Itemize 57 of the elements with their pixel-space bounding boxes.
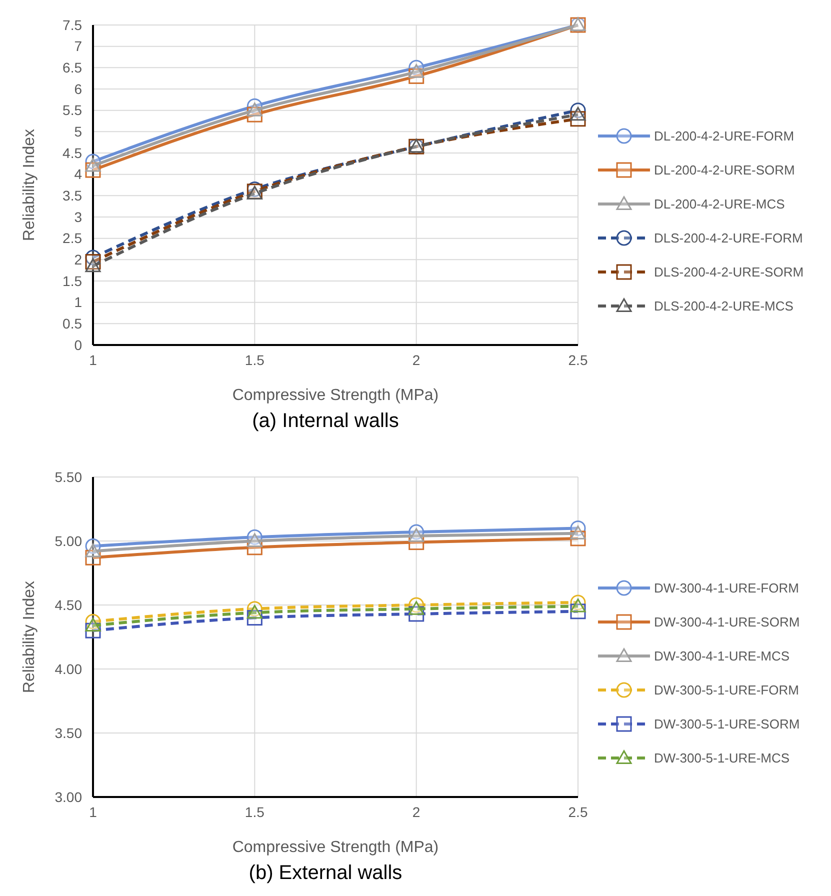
y-tick-label: 5.50 xyxy=(54,468,82,485)
legend-label: DW-300-4-1-URE-MCS xyxy=(654,648,790,664)
point xyxy=(408,601,424,615)
y-tick-label: 3.00 xyxy=(54,788,82,805)
x-tick-label: 1.5 xyxy=(244,352,265,368)
legend-label: DW-300-5-1-URE-SORM xyxy=(654,716,800,732)
x-tick-label: 2.5 xyxy=(568,804,588,820)
legend-label: DW-300-4-1-URE-SORM xyxy=(654,614,800,630)
point xyxy=(246,102,262,116)
y-tick-label: 4.5 xyxy=(62,144,82,161)
y-tick-label: 5.5 xyxy=(62,102,82,118)
x-tick-label: 1.5 xyxy=(244,804,265,820)
y-axis-title: Reliability Index xyxy=(21,580,38,694)
x-tick-label: 1 xyxy=(89,352,98,368)
y-tick-label: 3 xyxy=(74,208,82,225)
y-tick-label: 2 xyxy=(74,252,82,268)
legend-label: DL-200-4-2-URE-MCS xyxy=(654,196,786,212)
legend-label: DW-300-5-1-URE-MCS xyxy=(654,750,790,766)
y-tick-label: 5 xyxy=(74,124,82,140)
y-tick-label: 1 xyxy=(74,294,82,310)
x-tick-label: 2.5 xyxy=(568,352,588,368)
x-tick-label: 2 xyxy=(412,804,420,820)
y-tick-label: 4.50 xyxy=(54,596,82,613)
x-axis-title: Compressive Strength (MPa) xyxy=(232,387,439,404)
point xyxy=(408,64,424,78)
y-tick-label: 4 xyxy=(74,166,82,182)
legend-label: DLS-200-4-2-URE-FORM xyxy=(654,230,803,246)
y-axis-title: Reliability Index xyxy=(21,128,38,242)
point xyxy=(246,604,262,619)
legend-label: DW-300-5-1-URE-FORM xyxy=(654,682,799,698)
y-tick-label: 0 xyxy=(74,336,82,353)
legend-label: DL-200-4-2-URE-SORM xyxy=(654,162,795,178)
point xyxy=(570,598,586,612)
y-tick-label: 4.00 xyxy=(54,660,82,677)
point xyxy=(408,528,424,542)
x-tick-label: 1 xyxy=(89,804,98,820)
y-tick-label: 2.5 xyxy=(62,230,82,246)
point xyxy=(570,106,586,121)
legend-label: DLS-200-4-2-URE-SORM xyxy=(654,264,804,280)
point xyxy=(246,533,262,547)
legend-label: DLS-200-4-2-URE-MCS xyxy=(654,298,794,314)
y-tick-label: 0.5 xyxy=(62,316,82,332)
y-tick-label: 7 xyxy=(74,38,82,54)
text: (b) External walls xyxy=(248,862,402,884)
y-tick-label: 3.5 xyxy=(62,188,82,204)
text: (a) Internal walls xyxy=(252,410,399,432)
y-tick-label: 7.5 xyxy=(62,16,82,33)
y-tick-label: 6 xyxy=(74,80,82,97)
y-tick-label: 1.5 xyxy=(62,272,82,289)
x-axis-title: Compressive Strength (MPa) xyxy=(232,839,439,856)
x-tick-label: 2 xyxy=(412,352,420,368)
legend-label: DL-200-4-2-URE-FORM xyxy=(654,128,794,144)
point xyxy=(570,526,586,540)
y-tick-label: 5.00 xyxy=(54,532,82,549)
y-tick-label: 3.50 xyxy=(54,724,82,741)
legend-label: DW-300-4-1-URE-FORM xyxy=(654,580,799,596)
y-tick-label: 6.5 xyxy=(62,60,82,76)
